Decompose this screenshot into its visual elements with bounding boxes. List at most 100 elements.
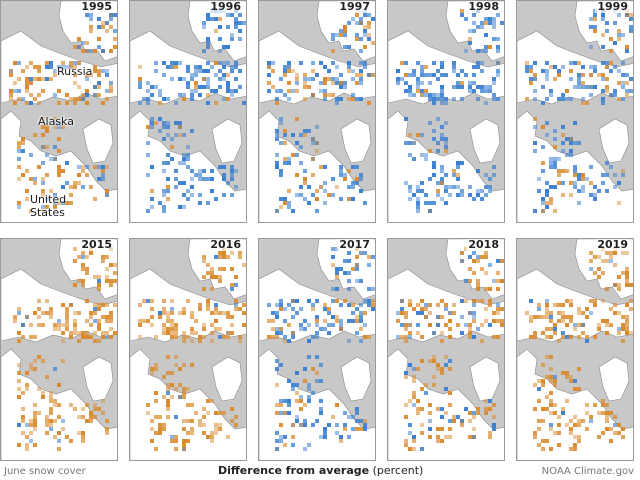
anomaly-cell-below — [420, 307, 424, 311]
anomaly-cell-above — [371, 255, 375, 259]
anomaly-cell-above — [202, 69, 206, 73]
anomaly-cell-above — [436, 181, 440, 185]
anomaly-cell-below — [404, 335, 408, 339]
anomaly-cell-above — [49, 157, 53, 161]
anomaly-cell-above — [158, 93, 162, 97]
anomaly-cell-above — [460, 299, 464, 303]
anomaly-cell-below — [625, 251, 629, 255]
anomaly-cell-above — [363, 201, 367, 205]
anomaly-cell-below — [500, 319, 504, 323]
anomaly-cell-below — [174, 363, 178, 367]
anomaly-cell-above — [315, 419, 319, 423]
anomaly-cell-below — [553, 383, 557, 387]
anomaly-cell-below — [25, 315, 29, 319]
anomaly-cell-below — [37, 299, 41, 303]
anomaly-cell-above — [456, 185, 460, 189]
anomaly-cell-above — [351, 181, 355, 185]
anomaly-cell-above — [339, 303, 343, 307]
anomaly-cell-above — [347, 21, 351, 25]
anomaly-cell-below — [65, 327, 69, 331]
anomaly-cell-below — [9, 93, 13, 97]
anomaly-cell-below — [57, 137, 61, 141]
anomaly-cell-below — [295, 399, 299, 403]
anomaly-cell-below — [581, 177, 585, 181]
anomaly-cell-above — [533, 141, 537, 145]
anomaly-cell-above — [218, 77, 222, 81]
anomaly-cell-below — [581, 323, 585, 327]
anomaly-cell-below — [57, 447, 61, 451]
anomaly-cell-above — [307, 443, 311, 447]
anomaly-cell-above — [295, 371, 299, 375]
anomaly-cell-above — [496, 45, 500, 49]
anomaly-cell-below — [206, 435, 210, 439]
anomaly-cell-below — [436, 427, 440, 431]
anomaly-cell-below — [33, 443, 37, 447]
anomaly-cell-below — [279, 403, 283, 407]
anomaly-cell-below — [202, 275, 206, 279]
anomaly-cell-below — [412, 379, 416, 383]
anomaly-cell-above — [198, 177, 202, 181]
anomaly-cell-below — [629, 13, 633, 17]
anomaly-cell-above — [275, 359, 279, 363]
anomaly-cell-below — [355, 319, 359, 323]
anomaly-cell-above — [323, 89, 327, 93]
anomaly-cell-above — [460, 97, 464, 101]
anomaly-cell-above — [541, 85, 545, 89]
anomaly-cell-above — [174, 177, 178, 181]
anomaly-cell-below — [186, 439, 190, 443]
anomaly-cell-above — [271, 61, 275, 65]
snow-cover-map — [1, 1, 117, 222]
anomaly-cell-above — [295, 81, 299, 85]
map-panel-2015: 2015 — [0, 238, 118, 461]
anomaly-cell-above — [198, 169, 202, 173]
anomaly-cell-below — [89, 251, 93, 255]
anomaly-cell-below — [57, 165, 61, 169]
anomaly-cell-above — [279, 121, 283, 125]
anomaly-cell-below — [109, 49, 113, 53]
anomaly-cell-above — [480, 21, 484, 25]
landmass-north-america — [259, 348, 375, 460]
anomaly-cell-below — [331, 263, 335, 267]
anomaly-cell-below — [355, 427, 359, 431]
landmass-greenland — [469, 118, 501, 164]
anomaly-cell-above — [452, 69, 456, 73]
anomaly-cell-above — [440, 197, 444, 201]
anomaly-cell-below — [182, 447, 186, 451]
anomaly-cell-above — [170, 61, 174, 65]
panel-year-label: 2017 — [337, 238, 372, 251]
anomaly-cell-above — [448, 359, 452, 363]
anomaly-cell-above — [146, 81, 150, 85]
anomaly-cell-above — [186, 153, 190, 157]
anomaly-cell-below — [303, 81, 307, 85]
anomaly-cell-above — [464, 49, 468, 53]
anomaly-cell-below — [109, 335, 113, 339]
anomaly-cell-above — [53, 93, 57, 97]
anomaly-cell-below — [33, 335, 37, 339]
anomaly-cell-below — [311, 367, 315, 371]
anomaly-cell-above — [339, 165, 343, 169]
anomaly-cell-above — [573, 121, 577, 125]
anomaly-cell-below — [37, 315, 41, 319]
map-panel-1996: 1996 — [129, 0, 247, 223]
anomaly-cell-below — [444, 323, 448, 327]
anomaly-cell-below — [73, 331, 77, 335]
anomaly-cell-above — [573, 61, 577, 65]
anomaly-cell-below — [45, 125, 49, 129]
anomaly-cell-below — [234, 423, 238, 427]
anomaly-cell-below — [170, 145, 174, 149]
anomaly-cell-above — [460, 69, 464, 73]
anomaly-cell-below — [25, 197, 29, 201]
anomaly-cell-below — [77, 431, 81, 435]
anomaly-cell-above — [569, 141, 573, 145]
panel-year-label: 2018 — [466, 238, 501, 251]
anomaly-cell-above — [476, 65, 480, 69]
anomaly-cell-below — [234, 415, 238, 419]
anomaly-cell-below — [565, 169, 569, 173]
anomaly-cell-above — [158, 117, 162, 121]
anomaly-cell-above — [537, 307, 541, 311]
anomaly-cell-below — [81, 435, 85, 439]
anomaly-cell-above — [351, 319, 355, 323]
anomaly-cell-above — [533, 89, 537, 93]
anomaly-cell-above — [396, 77, 400, 81]
anomaly-cell-below — [218, 267, 222, 271]
